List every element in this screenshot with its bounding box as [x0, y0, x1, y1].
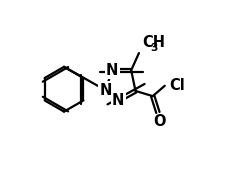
Text: CH: CH	[142, 35, 165, 50]
Text: Cl: Cl	[169, 78, 185, 93]
Text: N: N	[99, 83, 112, 98]
Text: O: O	[153, 114, 166, 130]
Text: N: N	[112, 93, 125, 108]
Text: 3: 3	[150, 43, 158, 53]
Text: N: N	[106, 63, 118, 78]
